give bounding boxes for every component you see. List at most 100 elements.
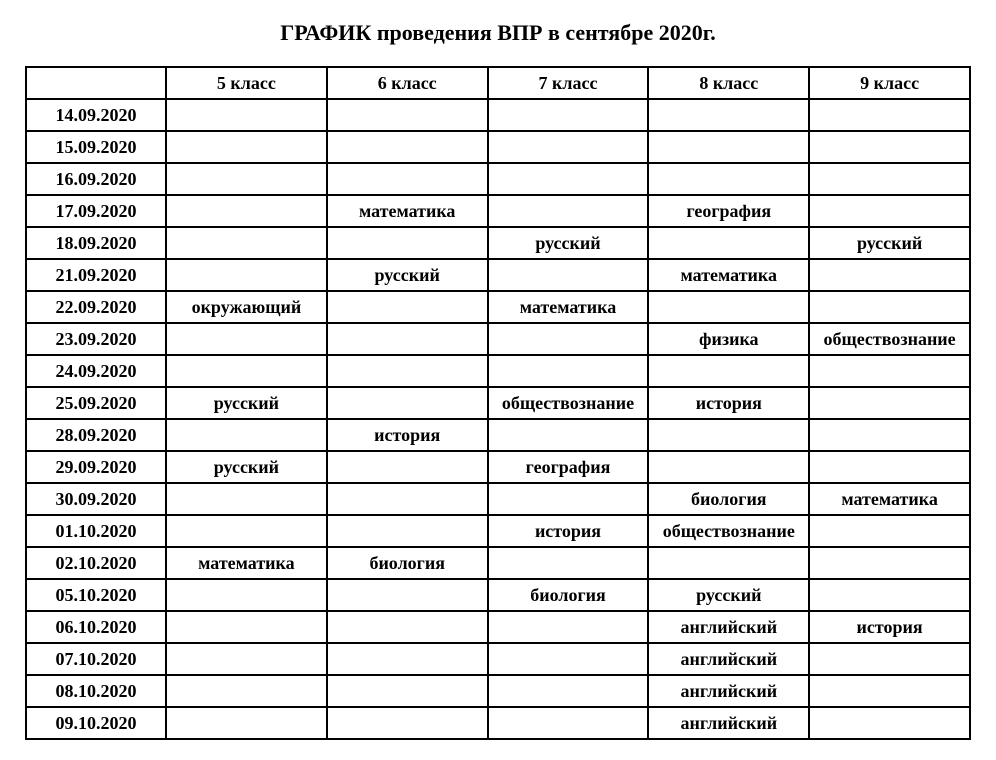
subject-cell xyxy=(166,131,327,163)
subject-cell xyxy=(488,675,649,707)
subject-cell xyxy=(648,451,809,483)
subject-cell xyxy=(488,483,649,515)
subject-cell xyxy=(166,355,327,387)
date-cell: 18.09.2020 xyxy=(26,227,166,259)
subject-cell xyxy=(488,707,649,739)
subject-cell xyxy=(488,195,649,227)
subject-cell xyxy=(327,515,488,547)
subject-cell xyxy=(648,99,809,131)
subject-cell xyxy=(809,547,970,579)
col-header-6class: 6 класс xyxy=(327,67,488,99)
subject-cell xyxy=(809,163,970,195)
subject-cell xyxy=(166,579,327,611)
subject-cell xyxy=(809,707,970,739)
table-row: 09.10.2020английский xyxy=(26,707,970,739)
subject-cell xyxy=(166,99,327,131)
date-cell: 24.09.2020 xyxy=(26,355,166,387)
subject-cell xyxy=(648,419,809,451)
subject-cell xyxy=(648,291,809,323)
subject-cell xyxy=(809,419,970,451)
date-cell: 21.09.2020 xyxy=(26,259,166,291)
col-header-date xyxy=(26,67,166,99)
col-header-8class: 8 класс xyxy=(648,67,809,99)
subject-cell: русский xyxy=(166,451,327,483)
table-row: 25.09.2020русскийобществознаниеистория xyxy=(26,387,970,419)
subject-cell xyxy=(648,131,809,163)
subject-cell: математика xyxy=(648,259,809,291)
subject-cell xyxy=(327,131,488,163)
subject-cell xyxy=(166,675,327,707)
subject-cell xyxy=(327,163,488,195)
subject-cell xyxy=(166,163,327,195)
table-row: 01.10.2020историяобществознание xyxy=(26,515,970,547)
date-cell: 08.10.2020 xyxy=(26,675,166,707)
subject-cell xyxy=(809,579,970,611)
subject-cell xyxy=(166,419,327,451)
subject-cell xyxy=(809,99,970,131)
subject-cell: обществознание xyxy=(488,387,649,419)
subject-cell: русский xyxy=(648,579,809,611)
date-cell: 29.09.2020 xyxy=(26,451,166,483)
page-title: ГРАФИК проведения ВПР в сентябре 2020г. xyxy=(25,20,971,46)
subject-cell xyxy=(809,643,970,675)
subject-cell xyxy=(488,323,649,355)
subject-cell: английский xyxy=(648,707,809,739)
col-header-5class: 5 класс xyxy=(166,67,327,99)
subject-cell xyxy=(166,515,327,547)
subject-cell: английский xyxy=(648,643,809,675)
subject-cell xyxy=(809,291,970,323)
subject-cell xyxy=(327,99,488,131)
subject-cell xyxy=(809,675,970,707)
subject-cell xyxy=(648,163,809,195)
subject-cell xyxy=(327,579,488,611)
table-row: 21.09.2020русскийматематика xyxy=(26,259,970,291)
subject-cell: обществознание xyxy=(809,323,970,355)
subject-cell xyxy=(166,227,327,259)
subject-cell: история xyxy=(648,387,809,419)
col-header-9class: 9 класс xyxy=(809,67,970,99)
table-row: 02.10.2020математикабиология xyxy=(26,547,970,579)
subject-cell xyxy=(166,643,327,675)
subject-cell: география xyxy=(648,195,809,227)
table-row: 28.09.2020история xyxy=(26,419,970,451)
date-cell: 15.09.2020 xyxy=(26,131,166,163)
schedule-table: 5 класс 6 класс 7 класс 8 класс 9 класс … xyxy=(25,66,971,740)
subject-cell xyxy=(327,483,488,515)
subject-cell xyxy=(327,355,488,387)
subject-cell xyxy=(327,675,488,707)
subject-cell: биология xyxy=(327,547,488,579)
date-cell: 22.09.2020 xyxy=(26,291,166,323)
date-cell: 06.10.2020 xyxy=(26,611,166,643)
date-cell: 02.10.2020 xyxy=(26,547,166,579)
table-row: 06.10.2020английскийистория xyxy=(26,611,970,643)
subject-cell xyxy=(327,611,488,643)
subject-cell: физика xyxy=(648,323,809,355)
subject-cell: история xyxy=(809,611,970,643)
table-row: 15.09.2020 xyxy=(26,131,970,163)
subject-cell: математика xyxy=(809,483,970,515)
subject-cell xyxy=(488,611,649,643)
subject-cell xyxy=(488,99,649,131)
subject-cell xyxy=(488,643,649,675)
subject-cell xyxy=(648,227,809,259)
subject-cell: биология xyxy=(648,483,809,515)
date-cell: 07.10.2020 xyxy=(26,643,166,675)
subject-cell: обществознание xyxy=(648,515,809,547)
subject-cell xyxy=(327,387,488,419)
subject-cell xyxy=(166,611,327,643)
date-cell: 28.09.2020 xyxy=(26,419,166,451)
table-row: 18.09.2020русскийрусский xyxy=(26,227,970,259)
subject-cell: окружающий xyxy=(166,291,327,323)
subject-cell: русский xyxy=(166,387,327,419)
subject-cell xyxy=(809,515,970,547)
subject-cell xyxy=(488,419,649,451)
subject-cell xyxy=(327,707,488,739)
table-row: 30.09.2020биологияматематика xyxy=(26,483,970,515)
subject-cell xyxy=(327,323,488,355)
table-body: 14.09.202015.09.202016.09.202017.09.2020… xyxy=(26,99,970,739)
date-cell: 17.09.2020 xyxy=(26,195,166,227)
subject-cell xyxy=(809,451,970,483)
subject-cell xyxy=(327,643,488,675)
subject-cell: русский xyxy=(809,227,970,259)
subject-cell: география xyxy=(488,451,649,483)
